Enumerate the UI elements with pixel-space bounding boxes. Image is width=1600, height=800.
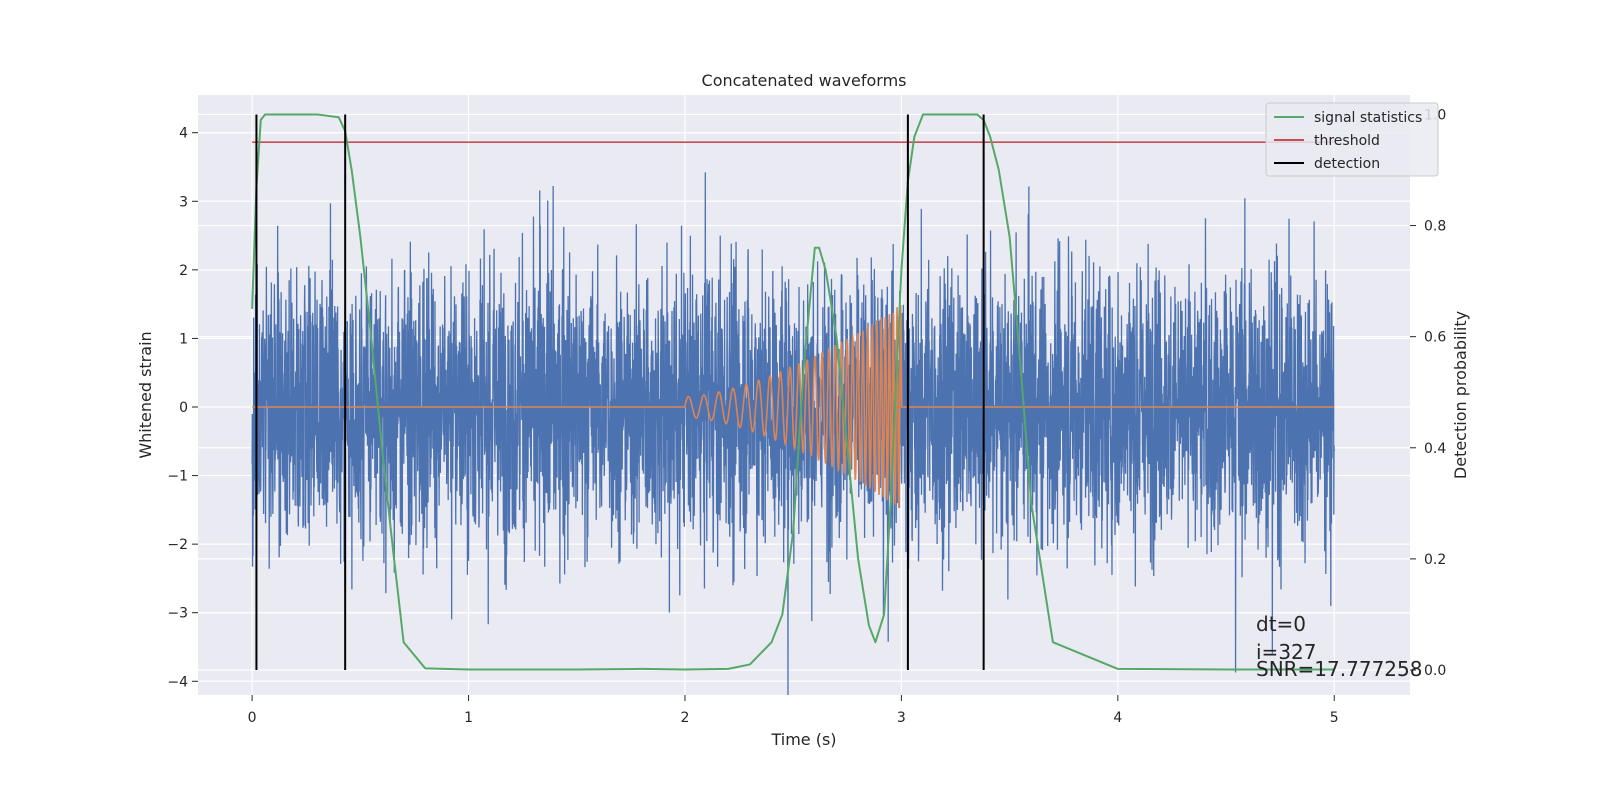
y-tick-label: −3 xyxy=(167,606,188,622)
y-tick-label: 4 xyxy=(179,126,188,142)
x-tick-label: 2 xyxy=(681,710,690,726)
legend-label-threshold: threshold xyxy=(1314,133,1380,149)
legend: signal statistics threshold detection xyxy=(1265,102,1439,177)
legend-box xyxy=(1265,102,1439,177)
y-right-tick-label: 0.0 xyxy=(1424,663,1446,679)
x-axis-label: Time (s) xyxy=(770,730,836,749)
annotation-snr: SNR=17.777258 xyxy=(1256,657,1422,681)
y-right-tick-label: 0.4 xyxy=(1424,441,1446,457)
y-tick-label: 2 xyxy=(179,263,188,279)
x-tick-label: 1 xyxy=(464,710,473,726)
annotation-dt: dt=0 xyxy=(1256,612,1306,636)
y-tick-label: 1 xyxy=(179,331,188,347)
x-tick-label: 4 xyxy=(1113,710,1122,726)
series-whitened-strain xyxy=(251,172,1335,695)
x-tick-label: 5 xyxy=(1330,710,1339,726)
y-right-tick-label: 0.8 xyxy=(1424,219,1446,235)
y-axis-right-label: Detection probability xyxy=(1451,311,1470,479)
x-tick-label: 0 xyxy=(248,710,257,726)
series-signal-statistics xyxy=(251,113,1335,671)
y-tick-label: 3 xyxy=(179,194,188,210)
chart-title: Concatenated waveforms xyxy=(702,71,907,90)
y-tick-label: −4 xyxy=(167,674,188,690)
y-right-tick-label: 0.2 xyxy=(1424,552,1446,568)
legend-label-signal-statistics: signal statistics xyxy=(1314,110,1422,126)
y-tick-label: −1 xyxy=(167,469,188,485)
x-tick-label: 3 xyxy=(897,710,906,726)
y-tick-label: 0 xyxy=(179,400,188,416)
legend-label-detection: detection xyxy=(1314,156,1380,172)
y-tick-label: −2 xyxy=(167,537,188,553)
series-template-chirp xyxy=(252,304,1335,509)
annotation-index: i=327 xyxy=(1256,640,1317,664)
y-axis-label: Whitened strain xyxy=(136,331,155,458)
y-right-tick-label: 0.6 xyxy=(1424,330,1446,346)
